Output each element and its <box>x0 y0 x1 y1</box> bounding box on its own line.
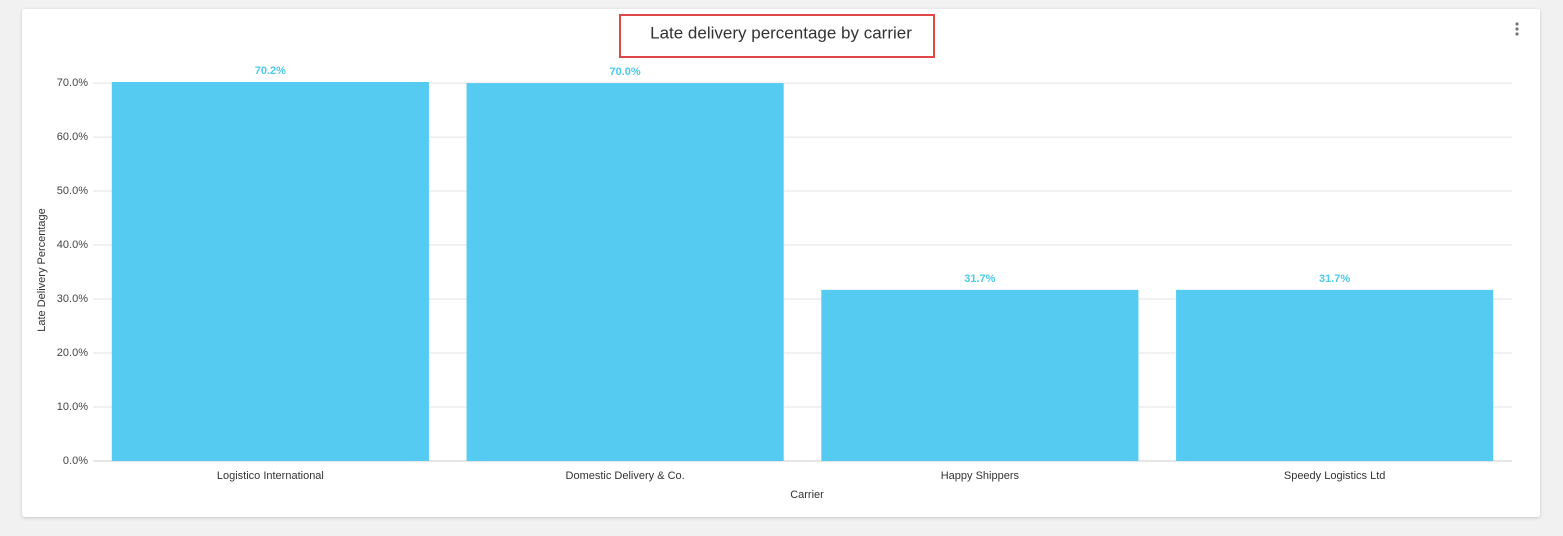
value-label: 70.0% <box>610 66 641 78</box>
x-tick-label: Domestic Delivery & Co. <box>566 470 685 482</box>
value-label: 31.7% <box>964 273 995 285</box>
y-tick-label: 30.0% <box>57 293 88 305</box>
x-axis-label: Carrier <box>790 489 824 501</box>
bar <box>111 82 429 461</box>
y-tick-label: 0.0% <box>63 455 88 467</box>
title-highlight <box>619 14 935 58</box>
y-tick-label: 20.0% <box>57 347 88 359</box>
x-tick-label: Logistico International <box>217 470 324 482</box>
value-label: 31.7% <box>1319 273 1350 285</box>
y-axis-label: Late Delivery Percentage <box>36 208 48 332</box>
menu-icon[interactable] <box>1515 22 1519 36</box>
y-tick-label: 10.0% <box>57 401 88 413</box>
value-label: 70.2% <box>255 65 286 77</box>
y-tick-label: 70.0% <box>57 77 88 89</box>
x-tick-label: Speedy Logistics Ltd <box>1284 470 1386 482</box>
bar <box>821 289 1139 461</box>
x-tick-label: Happy Shippers <box>941 470 1020 482</box>
bar <box>466 83 784 461</box>
y-tick-label: 40.0% <box>57 239 88 251</box>
chart-title: Late delivery percentage by carrier <box>650 23 912 42</box>
y-tick-label: 50.0% <box>57 185 88 197</box>
bar <box>1176 289 1494 461</box>
y-tick-label: 60.0% <box>57 131 88 143</box>
